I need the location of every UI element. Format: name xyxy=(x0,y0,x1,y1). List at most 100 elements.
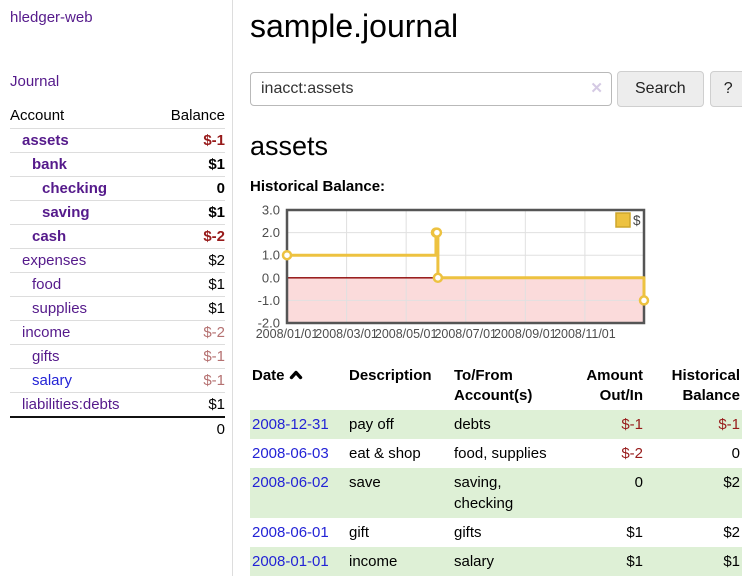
column-header-date[interactable]: Date xyxy=(250,363,347,410)
transaction-description: gift xyxy=(349,523,370,541)
account-row: checking 0 xyxy=(10,175,225,200)
transaction-description: pay off xyxy=(347,409,452,439)
account-row: bank $1 xyxy=(10,151,225,176)
search-button[interactable]: Search xyxy=(617,71,704,107)
transaction-date-link[interactable]: 2008-06-03 xyxy=(252,444,329,462)
transaction-date-link[interactable]: 2008-06-02 xyxy=(252,473,329,491)
search-input[interactable] xyxy=(250,72,612,106)
transaction-amount: 0 xyxy=(564,467,645,518)
svg-text:3.0: 3.0 xyxy=(262,203,280,218)
transaction-date-link[interactable]: 2008-01-01 xyxy=(252,552,329,570)
transaction-accounts: debts xyxy=(452,409,564,439)
search-form: ✕ Search ? xyxy=(250,71,742,107)
svg-text:2008/09/01: 2008/09/01 xyxy=(494,327,557,341)
sidebar-item-journal[interactable]: Journal xyxy=(10,73,60,90)
register-row: 2008-12-31 pay off debts $-1 $-1 xyxy=(250,409,742,439)
account-row: gifts $-1 xyxy=(10,343,225,368)
account-balance: $-2 xyxy=(153,223,225,248)
account-balance: $1 xyxy=(153,151,225,176)
svg-text:$: $ xyxy=(633,213,641,228)
account-link-cash[interactable]: cash xyxy=(32,227,67,245)
sort-ascending-icon xyxy=(289,366,303,386)
app-title-link[interactable]: hledger-web xyxy=(10,9,93,26)
account-balance: $-1 xyxy=(153,127,225,152)
accounts-table-header: Account Balance xyxy=(10,104,225,128)
account-link-income[interactable]: income xyxy=(22,323,71,341)
transaction-amount: $-1 xyxy=(564,409,645,439)
svg-text:-2.0: -2.0 xyxy=(258,316,280,331)
account-link-salary[interactable]: salary xyxy=(32,371,73,389)
transaction-amount: $1 xyxy=(564,546,645,576)
account-balance: $-1 xyxy=(153,343,225,368)
transaction-description: save xyxy=(347,467,452,518)
svg-text:1.0: 1.0 xyxy=(262,248,280,263)
transaction-accounts: food, supplies xyxy=(454,444,547,462)
svg-text:-1.0: -1.0 xyxy=(258,293,280,308)
historical-balance-chart: 3.0 2.0 1.0 0.0 -1.0 -2.02008/01/012008/03/01… xyxy=(256,203,650,341)
account-link-saving[interactable]: saving xyxy=(42,203,90,221)
main-content: sample.journal ✕ Search ? assets Histori… xyxy=(233,0,742,576)
account-row: cash $-2 xyxy=(10,223,225,248)
account-balance: $1 xyxy=(153,391,225,417)
svg-text:2008/01/01: 2008/01/01 xyxy=(256,327,319,341)
transaction-date-link[interactable]: 2008-06-01 xyxy=(252,523,329,541)
accounts-table: Account Balance assets $-1 bank $1 check… xyxy=(10,104,225,441)
register-row: 2008-01-01 income salary $1 $1 xyxy=(250,546,742,576)
svg-text:2008/11/01: 2008/11/01 xyxy=(554,327,616,341)
svg-text:2008/05/01: 2008/05/01 xyxy=(375,327,438,341)
account-link-gifts[interactable]: gifts xyxy=(32,347,60,365)
account-page-title: assets xyxy=(250,131,329,161)
clear-search-icon[interactable]: ✕ xyxy=(590,80,603,97)
column-header-historical[interactable]: Historical Balance xyxy=(671,367,740,405)
transaction-balance: $-1 xyxy=(645,409,742,439)
svg-text:2008/03/01: 2008/03/01 xyxy=(315,327,378,341)
transaction-balance: $1 xyxy=(645,546,742,576)
account-balance: $-1 xyxy=(153,367,225,392)
register-row: 2008-06-02 save saving, checking 0 $2 xyxy=(250,467,742,518)
account-row: saving $1 xyxy=(10,199,225,224)
transaction-accounts: saving, checking xyxy=(452,467,564,518)
accounts-header-balance: Balance xyxy=(170,107,225,125)
account-row: expenses $2 xyxy=(10,247,225,272)
account-link-supplies[interactable]: supplies xyxy=(32,299,88,317)
account-row: assets $-1 xyxy=(10,127,225,152)
svg-text:0.0: 0.0 xyxy=(262,270,280,285)
column-header-description[interactable]: Description xyxy=(349,367,432,384)
account-row: salary $-1 xyxy=(10,367,225,392)
account-link-bank[interactable]: bank xyxy=(32,155,68,173)
account-link-food[interactable]: food xyxy=(32,275,62,293)
accounts-header-account: Account xyxy=(10,107,65,125)
account-link-checking[interactable]: checking xyxy=(42,179,108,197)
account-balance: $1 xyxy=(153,295,225,320)
transaction-description: income xyxy=(347,546,452,576)
transaction-amount: $1 xyxy=(626,523,643,541)
svg-text:2008/07/01: 2008/07/01 xyxy=(434,327,497,341)
transaction-date-link[interactable]: 2008-12-31 xyxy=(252,415,329,433)
accounts-total-row: 0 xyxy=(10,415,225,441)
search-box: ✕ xyxy=(250,72,612,106)
page-title: sample.journal xyxy=(250,8,459,44)
account-link-liabilities-debts[interactable]: liabilities:debts xyxy=(22,395,120,413)
account-row: income $-2 xyxy=(10,319,225,344)
account-balance: $-2 xyxy=(153,319,225,344)
account-link-expenses[interactable]: expenses xyxy=(22,251,87,269)
account-row: liabilities:debts $1 xyxy=(10,391,225,417)
account-link-assets[interactable]: assets xyxy=(22,131,69,149)
column-header-accounts[interactable]: To/From Account(s) xyxy=(454,367,533,405)
transaction-amount: $-2 xyxy=(621,444,643,462)
sidebar: hledger-web Journal Account Balance asse… xyxy=(0,0,233,576)
transaction-balance: $2 xyxy=(723,523,740,541)
column-header-amount[interactable]: Amount Out/In xyxy=(586,367,643,405)
help-button[interactable]: ? xyxy=(709,71,742,107)
register-row: 2008-06-01 gift gifts $1 $2 xyxy=(250,518,742,547)
register-row: 2008-06-03 eat & shop food, supplies $-2… xyxy=(250,439,742,468)
svg-text:2.0: 2.0 xyxy=(262,225,280,240)
transaction-balance: 0 xyxy=(731,444,740,462)
account-row: food $1 xyxy=(10,271,225,296)
transaction-balance: $2 xyxy=(645,467,742,518)
transaction-accounts: gifts xyxy=(454,523,482,541)
chart-title: Historical Balance: xyxy=(250,178,386,195)
accounts-total-balance: 0 xyxy=(153,415,225,441)
account-row: supplies $1 xyxy=(10,295,225,320)
